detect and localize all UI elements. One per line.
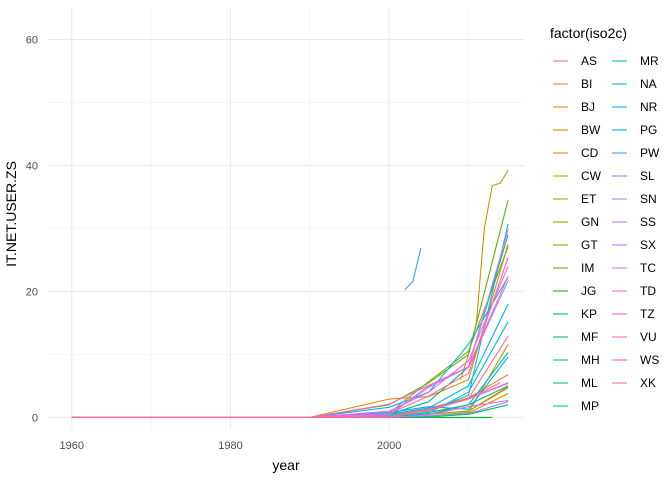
legend-label-mf: MF <box>581 330 598 344</box>
legend-label-sn: SN <box>640 192 657 206</box>
legend-label-as: AS <box>581 54 597 68</box>
x-tick-label: 1980 <box>218 440 242 452</box>
y-tick-label: 40 <box>26 160 38 172</box>
legend-label-pw: PW <box>640 146 660 160</box>
y-tick-label: 20 <box>26 286 38 298</box>
series-line-gn <box>71 387 509 418</box>
series-line-pw <box>404 247 422 290</box>
legend-label-vu: VU <box>640 330 657 344</box>
x-tick-labels: 1960 1980 2000 <box>60 440 402 452</box>
series-line-sn <box>71 280 509 418</box>
legend-label-kp: KP <box>581 307 597 321</box>
legend-label-bj: BJ <box>581 100 595 114</box>
x-tick-label: 1960 <box>60 440 84 452</box>
legend-label-im: IM <box>581 261 594 275</box>
x-tick-label: 2000 <box>377 440 401 452</box>
series-line-xk <box>71 335 509 418</box>
legend-label-tz: TZ <box>640 307 655 321</box>
series-line-im <box>71 199 509 418</box>
series-line-na <box>71 276 509 418</box>
series-line-ws <box>71 257 509 418</box>
series-line-vu <box>71 276 509 418</box>
legend-label-td: TD <box>640 284 656 298</box>
legend-label-cd: CD <box>581 146 599 160</box>
legend-label-sx: SX <box>640 238 656 252</box>
series-line-nr <box>71 303 509 418</box>
legend-label-pg: PG <box>640 123 657 137</box>
series-line-tc <box>71 265 509 418</box>
legend: AS BI BJ BW CD CW ET GN GT IM JG KP MF MH ML MP MR NA NR PG… <box>553 54 660 413</box>
legend-label-ss: SS <box>640 215 656 229</box>
series-line-mr <box>71 321 509 418</box>
y-axis-title: IT.NET.USER.ZS <box>3 161 19 267</box>
legend-title: factor(iso2c) <box>550 25 627 41</box>
series-line-mh <box>71 234 509 418</box>
legend-label-mp: MP <box>581 399 599 413</box>
legend-label-et: ET <box>581 192 597 206</box>
series-line-gt <box>71 246 509 418</box>
legend-label-mr: MR <box>640 54 659 68</box>
grid-lines <box>48 8 524 430</box>
series-line-bw <box>71 244 509 418</box>
legend-label-bi: BI <box>581 77 592 91</box>
legend-label-gn: GN <box>581 215 599 229</box>
legend-label-jg: JG <box>581 284 596 298</box>
y-tick-labels: 0 20 40 60 <box>26 34 38 424</box>
legend-label-mh: MH <box>581 353 600 367</box>
x-axis-title: year <box>272 457 300 473</box>
legend-label-xk: XK <box>640 376 656 390</box>
legend-label-sl: SL <box>640 169 655 183</box>
legend-label-bw: BW <box>581 123 601 137</box>
legend-label-ws: WS <box>640 353 659 367</box>
legend-label-na: NA <box>640 77 657 91</box>
series-line-pg <box>71 356 509 418</box>
legend-label-tc: TC <box>640 261 656 275</box>
y-tick-label: 0 <box>32 412 38 424</box>
y-tick-label: 60 <box>26 34 38 46</box>
legend-label-cw: CW <box>581 169 602 183</box>
legend-label-ml: ML <box>581 376 598 390</box>
legend-label-gt: GT <box>581 238 598 252</box>
series-lines <box>71 170 509 418</box>
legend-label-nr: NR <box>640 100 658 114</box>
